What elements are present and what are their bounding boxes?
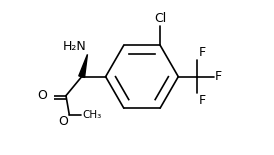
Text: Cl: Cl — [154, 12, 166, 24]
Text: CH₃: CH₃ — [82, 110, 102, 120]
Text: H₂N: H₂N — [63, 40, 87, 53]
Polygon shape — [79, 54, 87, 77]
Text: O: O — [38, 89, 47, 102]
Text: F: F — [199, 94, 206, 107]
Text: F: F — [199, 46, 206, 59]
Text: O: O — [59, 115, 68, 128]
Text: F: F — [215, 70, 222, 83]
